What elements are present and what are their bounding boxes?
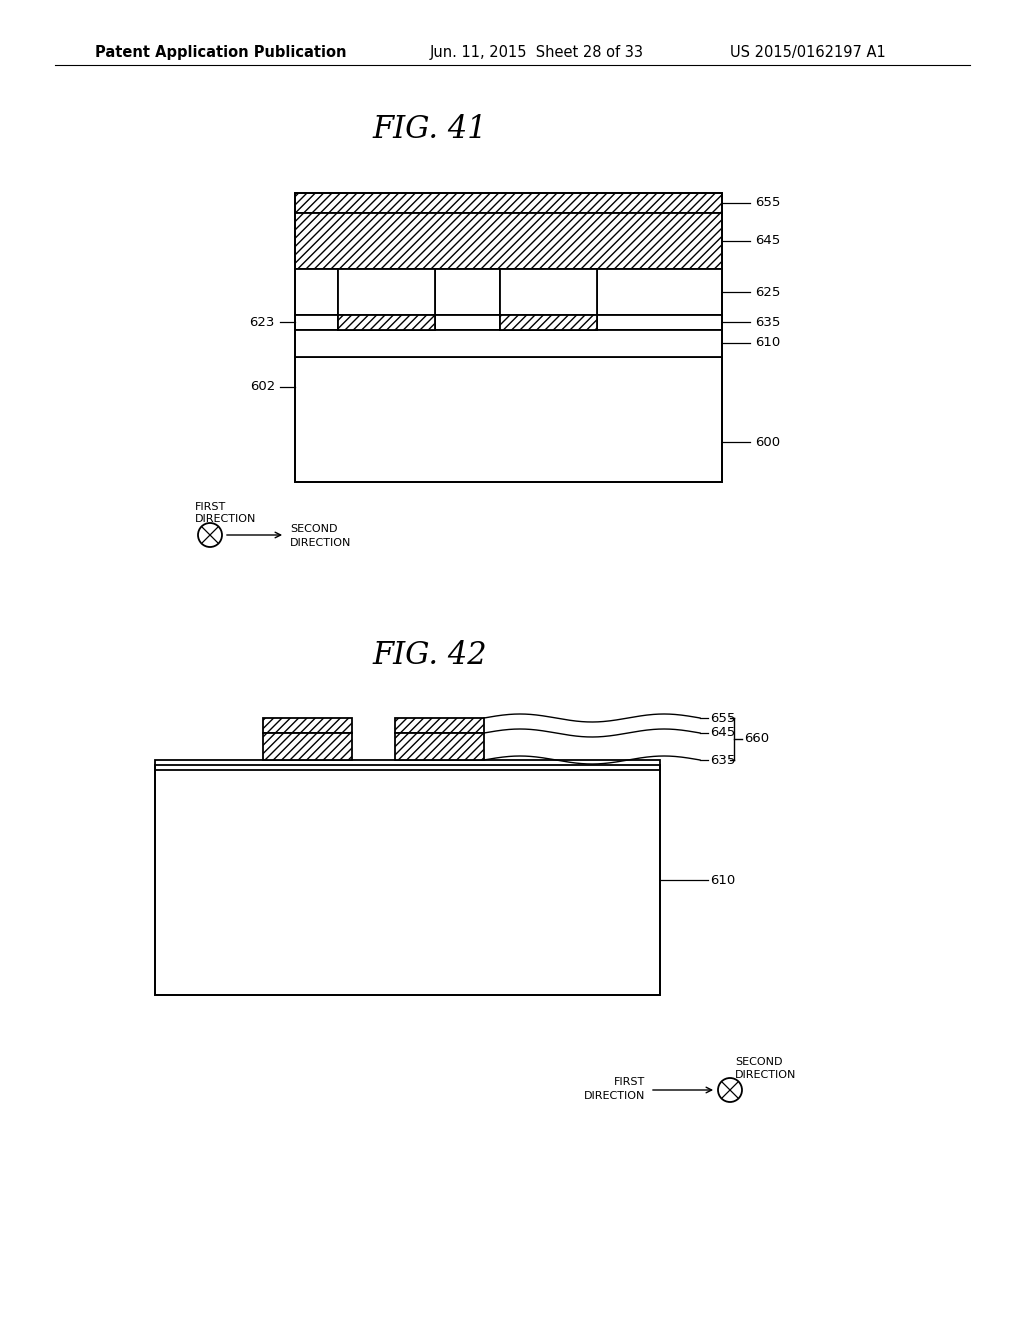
- Bar: [338, 315, 435, 330]
- Text: SECOND: SECOND: [735, 1057, 782, 1067]
- Text: 655: 655: [710, 711, 735, 725]
- Text: 645: 645: [710, 726, 735, 739]
- Bar: [295, 213, 722, 269]
- Bar: [395, 718, 484, 733]
- Bar: [295, 193, 722, 482]
- Bar: [263, 718, 352, 733]
- Text: Jun. 11, 2015  Sheet 28 of 33: Jun. 11, 2015 Sheet 28 of 33: [430, 45, 644, 59]
- Text: 610: 610: [710, 874, 735, 887]
- Text: DIRECTION: DIRECTION: [584, 1092, 645, 1101]
- Bar: [500, 269, 597, 330]
- Bar: [500, 315, 597, 330]
- Bar: [338, 269, 435, 330]
- Text: 635: 635: [710, 754, 735, 767]
- Bar: [295, 193, 722, 213]
- Bar: [155, 766, 660, 995]
- Text: DIRECTION: DIRECTION: [735, 1071, 797, 1080]
- Text: SECOND: SECOND: [290, 524, 338, 535]
- Bar: [435, 269, 500, 315]
- Bar: [500, 315, 597, 330]
- Bar: [295, 269, 338, 315]
- Text: FIG. 42: FIG. 42: [373, 639, 487, 671]
- Text: FIRST: FIRST: [195, 502, 226, 512]
- Text: FIRST: FIRST: [613, 1077, 645, 1086]
- Text: Patent Application Publication: Patent Application Publication: [95, 45, 346, 59]
- Bar: [155, 766, 660, 995]
- Bar: [263, 733, 352, 760]
- Text: 635: 635: [755, 315, 780, 329]
- Bar: [597, 269, 722, 315]
- Text: 625: 625: [755, 285, 780, 298]
- Bar: [295, 315, 722, 330]
- Text: DIRECTION: DIRECTION: [195, 513, 256, 524]
- Text: FIG. 41: FIG. 41: [373, 115, 487, 145]
- Text: US 2015/0162197 A1: US 2015/0162197 A1: [730, 45, 886, 59]
- Text: 660: 660: [744, 733, 769, 746]
- Text: DIRECTION: DIRECTION: [290, 539, 351, 548]
- Text: 655: 655: [755, 197, 780, 210]
- Text: 602: 602: [250, 380, 275, 393]
- Text: 610: 610: [755, 337, 780, 350]
- Text: 623: 623: [250, 315, 275, 329]
- Bar: [338, 315, 435, 330]
- Bar: [155, 760, 660, 770]
- Bar: [295, 356, 722, 482]
- Bar: [295, 330, 722, 356]
- Text: 600: 600: [755, 436, 780, 449]
- Bar: [395, 733, 484, 760]
- Text: 645: 645: [755, 235, 780, 248]
